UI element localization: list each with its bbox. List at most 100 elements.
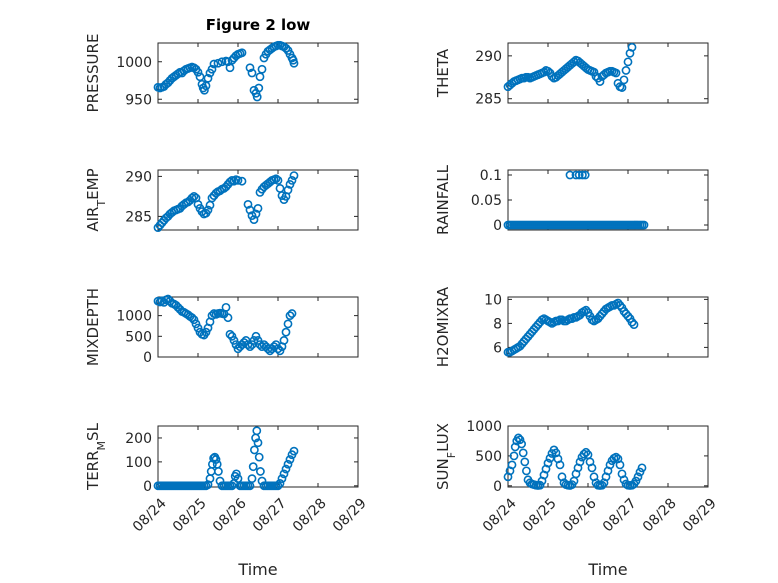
data-point	[279, 469, 289, 479]
data-point	[605, 460, 615, 470]
data-point	[225, 329, 235, 339]
y-tick-label: 0	[493, 218, 502, 234]
data-point	[217, 57, 227, 67]
x-tick-label: 08/26	[210, 495, 250, 535]
data-point	[597, 480, 607, 490]
y-tick-label: 6	[493, 340, 502, 356]
data-point	[289, 58, 299, 68]
y-tick-label: 285	[475, 92, 502, 108]
figure-title: Figure 2 low	[206, 16, 311, 34]
data-point	[627, 42, 637, 52]
data-point	[283, 319, 293, 329]
data-point	[555, 460, 565, 470]
data-point	[247, 68, 257, 78]
data-point	[581, 447, 591, 457]
y-tick-label: 0	[493, 479, 502, 495]
data-point	[193, 323, 203, 333]
data-point	[253, 336, 263, 345]
data-point	[249, 215, 259, 224]
data-point	[237, 176, 247, 186]
data-point	[617, 83, 627, 92]
data-point	[251, 331, 261, 341]
data-point	[587, 463, 597, 473]
x-tick-label: 08/27	[600, 495, 640, 535]
data-point	[187, 193, 197, 203]
data-point	[247, 340, 257, 349]
data-point	[271, 174, 281, 184]
data-point	[621, 66, 631, 75]
y-tick-label: 8	[493, 316, 502, 332]
data-point	[509, 451, 519, 461]
y-tick-label: 1000	[116, 55, 152, 71]
data-point	[611, 68, 621, 78]
y-axis-label: TERRMSL	[84, 422, 108, 491]
data-point	[281, 464, 291, 474]
data-point	[547, 72, 557, 81]
subplot-3: 285 290 AIRTEMP	[84, 168, 359, 232]
data-point	[253, 203, 263, 213]
y-axis-label: PRESSURE	[84, 34, 102, 113]
y-tick-label: 200	[125, 431, 152, 447]
y-tick-label: 100	[125, 455, 152, 471]
data-point	[639, 220, 649, 230]
data-point	[223, 313, 233, 323]
y-axis-label: H2OMIXRA	[434, 286, 452, 367]
axes-frame	[507, 169, 709, 231]
subplot-1: 950 1000 PRESSURE	[84, 34, 359, 113]
axes-frame	[507, 425, 709, 488]
data-point	[279, 336, 289, 345]
subplot-7: 0 100 200 08/24 08/25 08/26 08/27 08/28 08/29 Tim…	[84, 422, 370, 579]
data-point	[253, 438, 263, 448]
subplot-8: 0 500 1000 08/24 08/25 08/26 08/27 08/28 08/29 Ti…	[434, 419, 720, 579]
data-point	[209, 59, 219, 69]
data-point	[281, 327, 291, 337]
data-point	[507, 460, 517, 470]
data-point	[189, 315, 199, 325]
y-axis-label: RAINFALL	[434, 164, 452, 235]
data-point	[254, 83, 264, 93]
data-point	[619, 75, 629, 85]
y-tick-label: 290	[125, 169, 152, 185]
y-axis-label: AIRTEMP	[84, 168, 108, 231]
x-tick-label: 08/29	[680, 495, 720, 535]
y-tick-label: 0.05	[471, 193, 502, 209]
data-point	[249, 445, 259, 455]
data-point	[227, 331, 237, 341]
data-point	[275, 346, 285, 356]
data-point	[631, 476, 641, 486]
data-point	[273, 481, 283, 491]
data-point	[243, 199, 253, 209]
data-point	[243, 340, 253, 349]
data-point	[615, 460, 625, 470]
data-point	[203, 73, 213, 83]
data-point	[287, 175, 297, 185]
data-point	[245, 342, 255, 352]
subplot-5: 0 500 1000 MIXDEPTH	[84, 288, 359, 366]
data-point	[581, 305, 591, 315]
data-point	[252, 92, 262, 102]
data-point	[569, 57, 579, 67]
y-tick-label: 0.1	[480, 168, 502, 184]
data-point	[254, 452, 264, 462]
data-point	[201, 327, 211, 337]
data-point	[193, 67, 203, 77]
data-point	[197, 207, 207, 216]
data-point	[589, 67, 599, 77]
data-point	[629, 320, 639, 329]
data-point	[257, 64, 267, 74]
data-point	[627, 317, 637, 327]
y-tick-label: 10	[484, 292, 502, 308]
data-point	[520, 457, 530, 467]
data-point	[574, 170, 584, 180]
data-point	[252, 426, 262, 436]
data-point	[213, 467, 223, 476]
data-point	[251, 209, 261, 219]
subplot-6: 6 8 10 H2OMIXRA	[434, 286, 709, 367]
data-point	[515, 435, 525, 445]
y-tick-label: 1000	[466, 419, 502, 435]
data-point	[207, 64, 217, 74]
data-point	[623, 311, 633, 321]
data-point	[211, 455, 221, 464]
y-tick-label: 500	[475, 449, 502, 465]
